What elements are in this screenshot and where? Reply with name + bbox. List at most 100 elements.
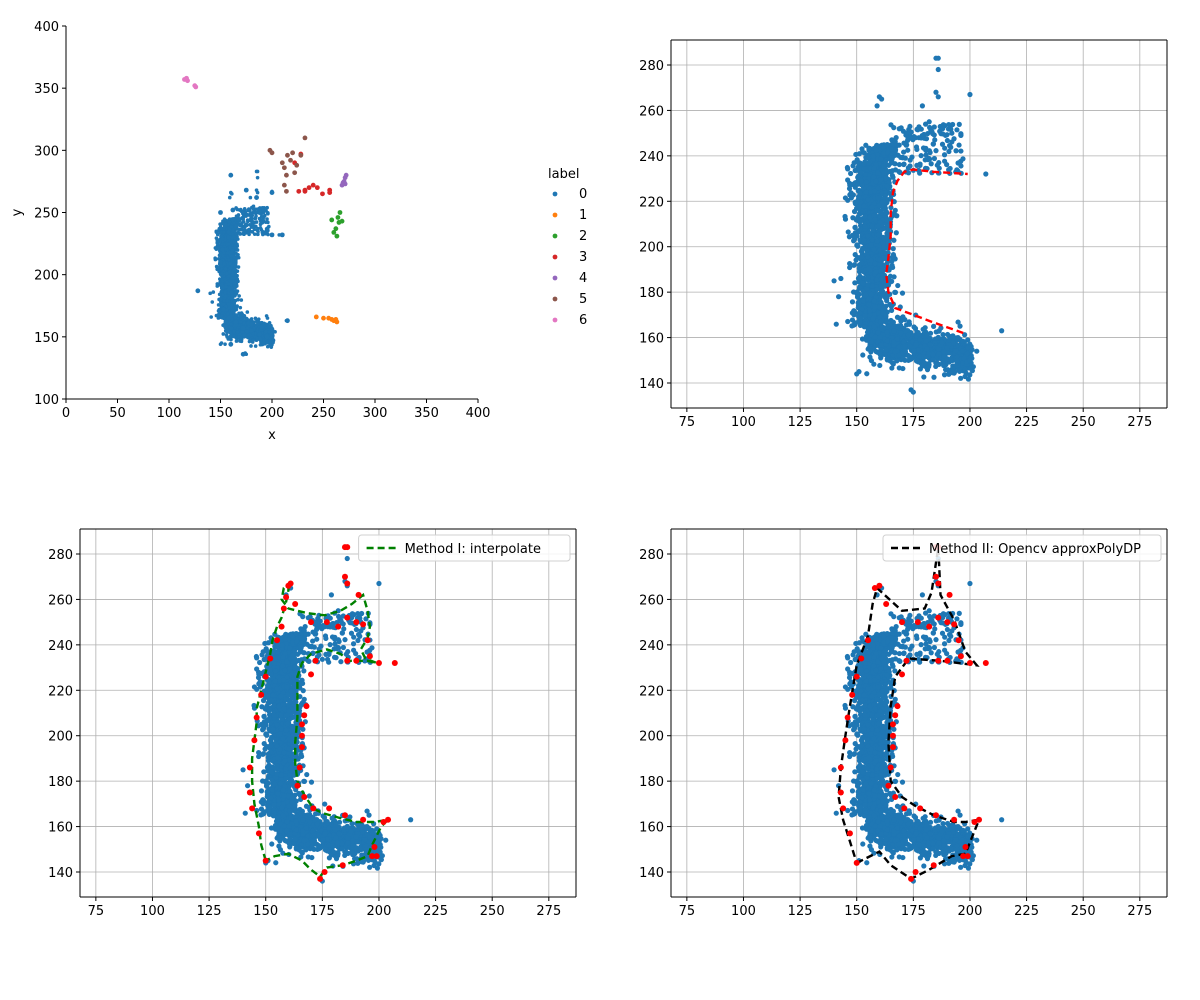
data-point-label-0 xyxy=(226,234,232,240)
data-point-cluster-0 xyxy=(944,345,950,351)
data-point-cluster-0 xyxy=(883,210,889,216)
x-tick-label: 400 xyxy=(466,406,491,421)
data-point-cluster-0 xyxy=(888,317,894,324)
data-point-label-0 xyxy=(256,229,260,234)
data-point-cluster-0 xyxy=(872,304,878,310)
data-point-cluster-0 xyxy=(849,232,856,239)
x-tick-label: 250 xyxy=(311,406,336,421)
data-point-cluster-0 xyxy=(936,160,942,166)
data-point-cluster-0 xyxy=(940,360,946,366)
data-point-cluster-0 xyxy=(911,347,917,354)
data-point-label-0 xyxy=(269,232,275,238)
data-point-label-0 xyxy=(265,344,270,349)
data-point-cluster-0 xyxy=(868,257,874,263)
data-point-label-5 xyxy=(285,152,290,158)
data-point-label-0 xyxy=(285,318,290,324)
data-point-cluster-0 xyxy=(875,170,881,176)
data-point-cluster-0 xyxy=(948,368,954,374)
data-point-cluster-0 xyxy=(863,276,870,282)
plot-clusters: 0 50 100 150 200 250 300 350 4001001502002503003… xyxy=(10,20,587,443)
data-point-cluster-0 xyxy=(927,156,933,162)
data-point-label-0 xyxy=(226,302,231,307)
data-point-cluster-0 xyxy=(891,210,897,216)
data-point-cluster-0 xyxy=(889,365,895,371)
data-point-label-0 xyxy=(255,175,260,180)
data-point-cluster-0 xyxy=(878,177,884,183)
data-point-label-0 xyxy=(229,326,234,331)
data-point-cluster-0 xyxy=(877,257,883,263)
data-point-cluster-0 xyxy=(888,303,895,310)
data-point-cluster-0 xyxy=(861,237,867,244)
data-point-label-1 xyxy=(321,315,326,321)
y-tick-label: 350 xyxy=(34,82,59,97)
data-point-cluster-0 xyxy=(906,353,913,360)
data-point-cluster-0 xyxy=(869,204,875,210)
legend-label-6: 6 xyxy=(579,313,587,328)
data-point-cluster-0 xyxy=(931,374,937,380)
data-point-label-0 xyxy=(231,254,236,259)
data-point-label-0 xyxy=(217,310,222,314)
data-point-cluster-0 xyxy=(858,178,864,184)
data-point-cluster-0 xyxy=(863,292,869,298)
data-point-label-5 xyxy=(269,150,275,156)
data-point-label-0 xyxy=(222,261,227,266)
data-point-cluster-0 xyxy=(885,324,891,330)
data-point-cluster-0 xyxy=(878,276,884,282)
data-point-label-0 xyxy=(259,214,264,219)
data-point-cluster-0 xyxy=(891,328,897,334)
data-point-label-5 xyxy=(298,152,304,158)
data-point-cluster-0 xyxy=(865,233,871,239)
data-point-cluster-0 xyxy=(867,308,873,314)
data-point-label-0 xyxy=(221,302,226,307)
data-point-cluster-0 xyxy=(882,295,889,301)
data-point-label-0 xyxy=(230,207,236,213)
data-point-cluster-0 xyxy=(924,346,930,352)
data-point-label-5 xyxy=(281,182,287,188)
data-point-cluster-0 xyxy=(853,257,859,263)
data-point-cluster-0 xyxy=(862,223,868,229)
data-point-cluster-0 xyxy=(941,353,947,359)
data-point-label-0 xyxy=(195,288,201,294)
legend-label-4: 4 xyxy=(579,271,587,286)
data-point-label-0 xyxy=(210,300,215,304)
data-point-label-0 xyxy=(218,277,222,281)
data-point-cluster-0 xyxy=(874,208,880,214)
data-point-cluster-0 xyxy=(878,156,884,162)
data-point-cluster-0 xyxy=(964,350,971,357)
data-point-cluster-0 xyxy=(873,269,879,275)
data-point-label-0 xyxy=(227,220,232,224)
data-point-label-0 xyxy=(253,344,258,348)
data-point-cluster-0 xyxy=(879,325,885,332)
data-point-cluster-0 xyxy=(965,376,972,382)
data-point-label-0 xyxy=(219,341,224,345)
data-point-cluster-0 xyxy=(931,155,938,162)
data-point-cluster-0 xyxy=(865,266,872,272)
data-point-cluster-0 xyxy=(861,165,867,172)
data-point-cluster-0 xyxy=(862,214,868,220)
data-point-label-0 xyxy=(253,216,258,221)
data-point-cluster-0 xyxy=(921,374,927,380)
data-point-cluster-0 xyxy=(849,299,856,305)
data-point-cluster-0 xyxy=(856,173,862,179)
data-point-cluster-0 xyxy=(854,289,860,295)
data-point-label-0 xyxy=(249,216,254,222)
data-point-label-6 xyxy=(184,75,189,81)
data-point-cluster-0 xyxy=(849,317,856,323)
data-point-cluster-0 xyxy=(851,312,857,318)
data-point-cluster-0 xyxy=(956,121,962,127)
data-point-cluster-0 xyxy=(857,319,863,326)
data-point-label-0 xyxy=(263,329,268,334)
data-point-cluster-0 xyxy=(884,183,890,189)
data-point-cluster-0 xyxy=(905,332,911,338)
y-tick-label: 150 xyxy=(34,331,59,346)
data-point-label-0 xyxy=(221,307,226,312)
data-point-cluster-0 xyxy=(862,313,868,319)
data-point-cluster-0 xyxy=(854,198,861,204)
data-point-cluster-0 xyxy=(869,223,875,230)
data-point-cluster-0 xyxy=(872,334,878,340)
data-point-cluster-0 xyxy=(926,364,932,370)
data-point-cluster-0 xyxy=(858,217,864,224)
data-point-label-2 xyxy=(337,210,343,215)
data-point-label-0 xyxy=(231,276,236,280)
data-point-label-5 xyxy=(281,165,287,171)
